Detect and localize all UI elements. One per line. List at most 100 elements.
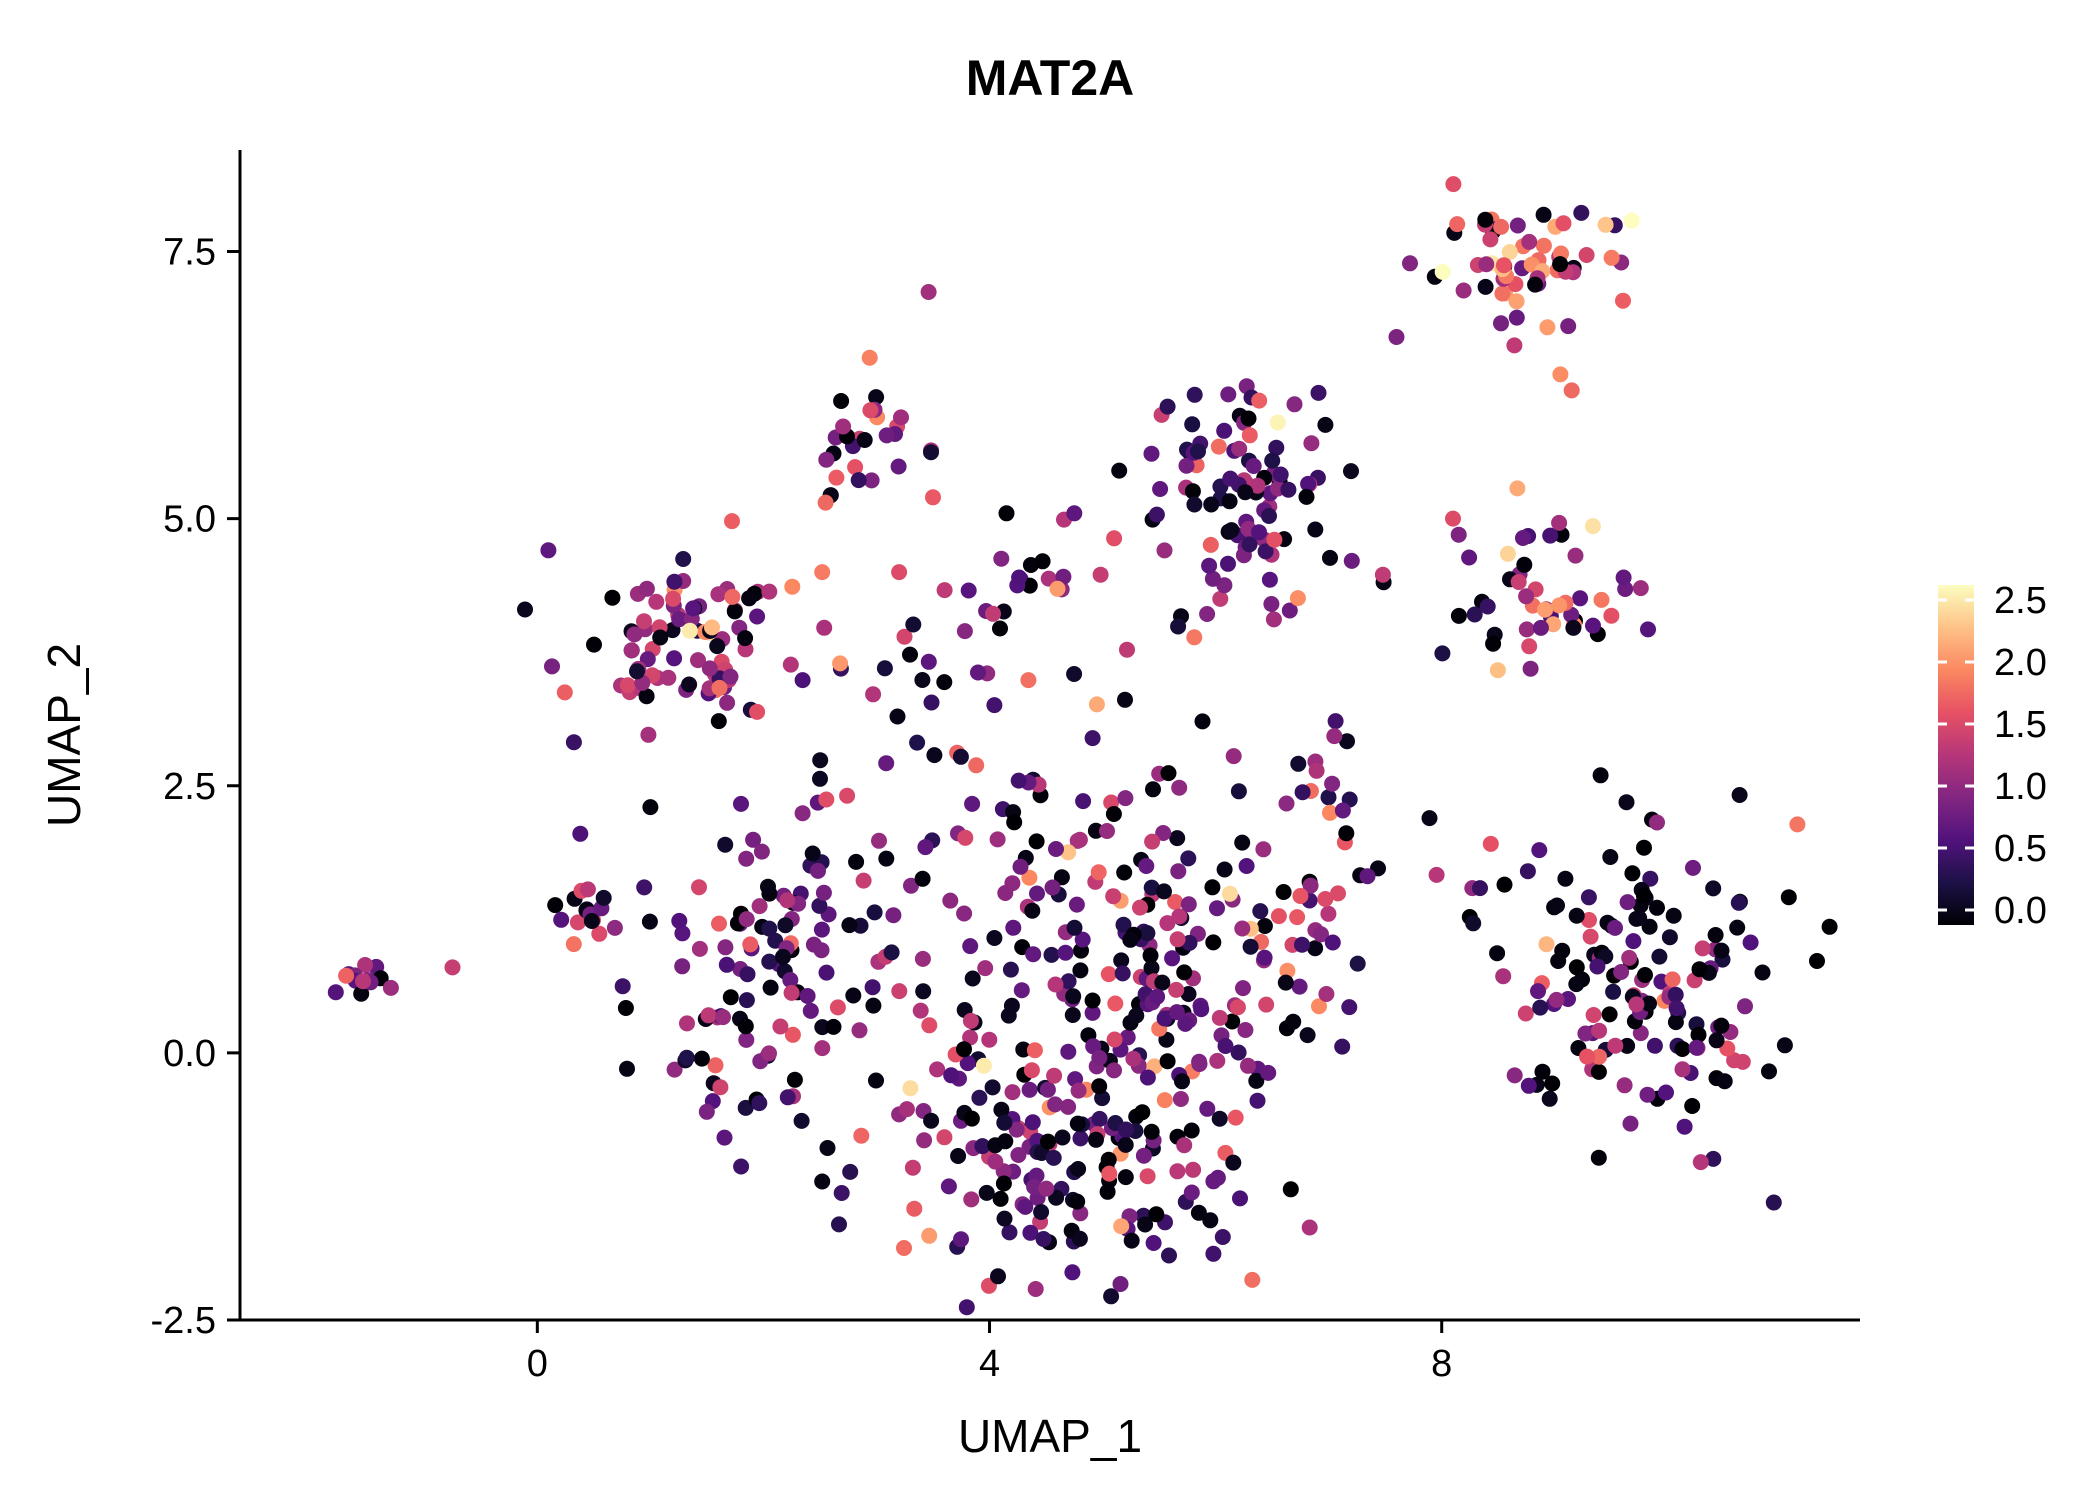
data-point bbox=[675, 551, 692, 567]
data-point bbox=[1075, 793, 1092, 810]
data-point bbox=[1809, 953, 1825, 969]
data-point bbox=[710, 713, 727, 730]
data-point bbox=[1240, 1057, 1256, 1074]
data-point bbox=[1313, 926, 1329, 943]
data-point bbox=[1176, 1137, 1193, 1154]
data-point bbox=[950, 1148, 967, 1164]
data-point bbox=[833, 393, 850, 409]
data-point bbox=[1240, 410, 1257, 427]
data-point bbox=[818, 964, 835, 981]
data-point bbox=[1035, 1231, 1052, 1247]
data-point bbox=[1169, 931, 1186, 948]
data-point bbox=[1069, 832, 1086, 849]
data-point bbox=[1589, 958, 1606, 975]
data-point bbox=[1622, 1115, 1639, 1132]
data-point bbox=[1625, 933, 1642, 950]
data-point bbox=[742, 936, 759, 953]
data-point bbox=[1527, 276, 1544, 293]
data-point bbox=[569, 914, 586, 931]
data-point bbox=[960, 582, 977, 599]
data-point bbox=[1692, 1154, 1709, 1171]
axes: 0 4 8 -2.5 0.0 2.5 5.0 7.5 bbox=[151, 150, 1860, 1385]
data-point bbox=[1665, 907, 1682, 924]
data-point bbox=[1092, 566, 1109, 583]
data-point bbox=[1139, 925, 1156, 942]
data-point bbox=[1551, 597, 1568, 614]
data-point bbox=[799, 988, 816, 1004]
data-point bbox=[737, 630, 754, 647]
data-point bbox=[1134, 1104, 1151, 1121]
data-point bbox=[556, 684, 573, 701]
data-point bbox=[709, 638, 726, 655]
data-point bbox=[544, 658, 560, 675]
data-point bbox=[889, 708, 906, 725]
data-point bbox=[1060, 1098, 1077, 1115]
data-point bbox=[1532, 619, 1549, 636]
data-point bbox=[1515, 530, 1531, 546]
data-point bbox=[1211, 1110, 1228, 1127]
data-point bbox=[1623, 212, 1640, 229]
data-point bbox=[1054, 1129, 1071, 1146]
data-point bbox=[984, 1079, 1001, 1096]
data-point bbox=[629, 663, 645, 680]
data-point bbox=[1112, 1276, 1129, 1292]
data-point bbox=[1685, 859, 1701, 876]
data-point bbox=[1176, 964, 1193, 981]
data-point bbox=[737, 1099, 754, 1116]
data-point bbox=[722, 989, 739, 1006]
data-point bbox=[956, 1041, 972, 1058]
legend-tick-label: 1.0 bbox=[1994, 766, 2047, 808]
data-point bbox=[1006, 814, 1023, 831]
data-point bbox=[1256, 949, 1273, 966]
data-point bbox=[878, 427, 895, 444]
data-point bbox=[1164, 950, 1181, 967]
data-point bbox=[828, 469, 845, 486]
data-point bbox=[962, 1012, 979, 1029]
data-point bbox=[1256, 918, 1273, 934]
data-point bbox=[813, 921, 830, 938]
data-point bbox=[1003, 997, 1020, 1014]
data-point bbox=[1160, 765, 1177, 782]
data-point bbox=[583, 913, 600, 929]
data-point bbox=[1065, 988, 1082, 1005]
data-point bbox=[832, 655, 849, 672]
data-point bbox=[648, 593, 665, 610]
data-point bbox=[701, 660, 718, 677]
data-point bbox=[1299, 1027, 1316, 1044]
data-point bbox=[738, 911, 755, 928]
data-point bbox=[1713, 1017, 1730, 1034]
data-point bbox=[1307, 940, 1324, 957]
data-point bbox=[989, 831, 1006, 848]
data-point bbox=[1088, 696, 1105, 713]
data-point bbox=[1597, 216, 1614, 233]
data-point bbox=[586, 636, 602, 653]
data-point bbox=[674, 925, 691, 942]
data-point bbox=[998, 505, 1015, 522]
data-point bbox=[891, 983, 908, 1000]
data-point bbox=[698, 1103, 715, 1120]
data-point bbox=[1180, 986, 1197, 1002]
data-point bbox=[868, 1072, 884, 1089]
data-point bbox=[357, 957, 374, 973]
data-point bbox=[1520, 1077, 1537, 1094]
data-point bbox=[1616, 1077, 1633, 1094]
data-point bbox=[868, 389, 885, 406]
y-tick-label: 2.5 bbox=[163, 766, 216, 808]
data-point bbox=[953, 1231, 969, 1248]
data-point bbox=[1029, 885, 1045, 902]
data-point bbox=[1615, 569, 1632, 586]
data-point bbox=[1025, 946, 1042, 963]
data-point bbox=[1005, 919, 1022, 936]
data-point bbox=[876, 660, 893, 677]
data-point bbox=[1508, 293, 1525, 310]
data-point bbox=[962, 938, 979, 955]
data-point bbox=[1551, 514, 1568, 531]
data-point bbox=[1292, 888, 1309, 904]
data-point bbox=[920, 653, 937, 670]
data-point bbox=[1494, 285, 1511, 302]
data-point bbox=[1322, 804, 1338, 821]
data-point bbox=[1338, 825, 1355, 842]
data-point bbox=[816, 619, 833, 636]
data-point bbox=[1149, 988, 1166, 1005]
data-point bbox=[1343, 552, 1360, 569]
